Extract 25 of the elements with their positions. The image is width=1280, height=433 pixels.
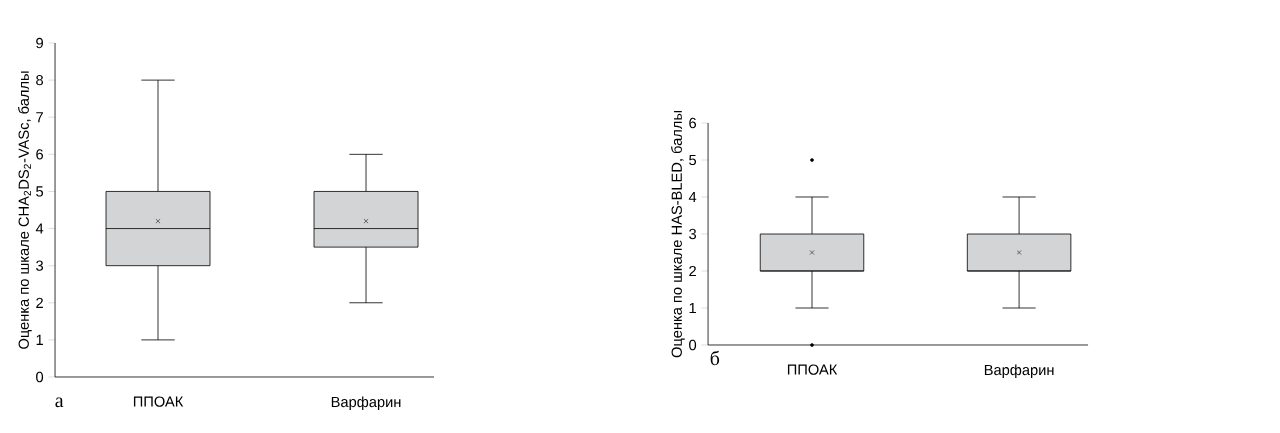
y-axis-title: Оценка по шкале CHA$_{2}$DS$_{2}$-VASc, баллы — [18, 71, 32, 349]
y-tick-label: 1 — [689, 302, 696, 314]
y-tick-label: 8 — [36, 74, 44, 86]
y-tick-label: 7 — [36, 112, 43, 123]
y-tick-label: 1 — [36, 334, 43, 345]
y-tick-label: 4 — [688, 191, 697, 203]
text: б — [710, 350, 720, 366]
y-axis-title: Оценка по шкале HAS-BLED, баллы — [671, 111, 685, 358]
y-tick-label: 2 — [689, 265, 696, 277]
y-tick-label: 3 — [689, 228, 697, 240]
x-tick-label: Варфарин — [331, 396, 401, 411]
y-tick-label: 3 — [36, 260, 44, 271]
y-tick-label: 0 — [36, 371, 44, 383]
y-tick-label: 2 — [36, 297, 43, 308]
text: а — [55, 397, 64, 408]
y-tick-label: 4 — [35, 223, 44, 234]
x-tick-label: ППОАК — [133, 396, 184, 407]
y-tick-label: 6 — [36, 149, 44, 160]
y-tick-label: 5 — [36, 186, 44, 197]
y-tick-label: 9 — [36, 37, 43, 49]
y-tick-label: 5 — [689, 154, 697, 166]
y-tick-label: 0 — [689, 339, 697, 351]
y-tick-label: 6 — [689, 117, 697, 129]
x-tick-label: Варфарин — [984, 364, 1054, 379]
x-tick-label: ППОАК — [787, 364, 838, 375]
